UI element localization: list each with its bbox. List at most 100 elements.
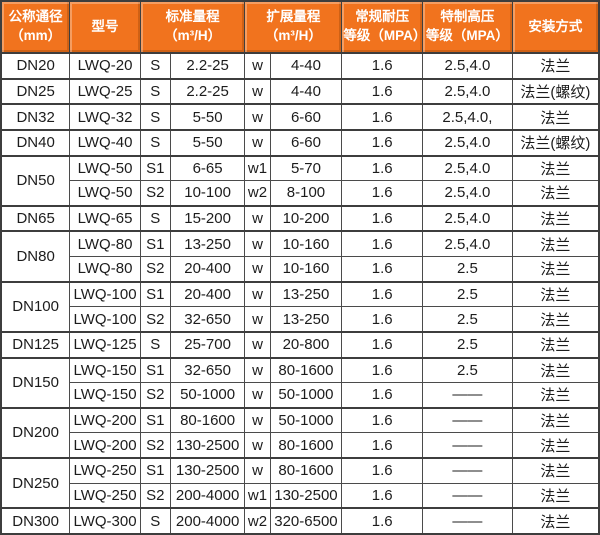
cell-model: LWQ-25 bbox=[69, 77, 141, 105]
cell-pressure-std: 1.6 bbox=[341, 280, 424, 308]
cell-model: LWQ-250 bbox=[69, 456, 141, 484]
cell-install: 法兰 bbox=[511, 154, 600, 182]
cell-model: LWQ-40 bbox=[69, 128, 141, 156]
cell-std-range: 80-1600 bbox=[169, 406, 246, 434]
cell-pressure-std: 1.6 bbox=[341, 456, 424, 484]
cell-model: LWQ-150 bbox=[69, 356, 141, 384]
cell-w-grade: w bbox=[244, 280, 271, 308]
cell-model: LWQ-250 bbox=[69, 482, 141, 509]
cell-install: 法兰 bbox=[511, 482, 600, 509]
cell-ext-range: 8-100 bbox=[269, 180, 343, 207]
cell-pressure-high: 2.5 bbox=[422, 306, 513, 333]
cell-dn: DN20 bbox=[0, 52, 71, 80]
cell-std-range: 2.2-25 bbox=[169, 52, 246, 80]
cell-ext-range: 6-60 bbox=[269, 103, 343, 131]
cell-ext-range: 4-40 bbox=[269, 77, 343, 105]
cell-pressure-std: 1.6 bbox=[341, 432, 424, 459]
cell-w-grade: w bbox=[244, 432, 271, 459]
cell-model: LWQ-125 bbox=[69, 330, 141, 358]
cell-install: 法兰 bbox=[511, 306, 600, 333]
cell-dn: DN125 bbox=[0, 330, 71, 358]
cell-w-grade: w bbox=[244, 306, 271, 333]
cell-install: 法兰 bbox=[511, 103, 600, 131]
cell-model: LWQ-50 bbox=[69, 154, 141, 182]
cell-ext-range: 320-6500 bbox=[269, 507, 343, 535]
cell-w-grade: w bbox=[244, 356, 271, 384]
table-row: LWQ-200 S2 130-2500 w 80-1600 1.6 —— 法兰 bbox=[1, 432, 600, 459]
cell-ext-range: 80-1600 bbox=[269, 456, 343, 484]
cell-std-range: 5-50 bbox=[169, 103, 246, 131]
cell-pressure-high: 2.5,4.0 bbox=[422, 230, 513, 258]
cell-model: LWQ-100 bbox=[69, 280, 141, 308]
cell-install: 法兰 bbox=[511, 255, 600, 283]
cell-pressure-high: 2.5 bbox=[422, 280, 513, 308]
cell-std-range: 25-700 bbox=[169, 330, 246, 358]
cell-model: LWQ-50 bbox=[69, 180, 141, 207]
cell-std-range: 20-400 bbox=[169, 280, 246, 308]
cell-install: 法兰 bbox=[511, 330, 600, 358]
cell-s-grade: S2 bbox=[139, 432, 171, 459]
table-row: LWQ-80 S2 20-400 w 10-160 1.6 2.5 法兰 bbox=[1, 255, 600, 283]
cell-ext-range: 80-1600 bbox=[269, 432, 343, 459]
cell-ext-range: 4-40 bbox=[269, 52, 343, 80]
cell-install: 法兰 bbox=[511, 204, 600, 232]
cell-w-grade: w bbox=[244, 52, 271, 80]
cell-std-range: 15-200 bbox=[169, 204, 246, 232]
cell-model: LWQ-80 bbox=[69, 230, 141, 258]
cell-ext-range: 13-250 bbox=[269, 280, 343, 308]
cell-pressure-std: 1.6 bbox=[341, 52, 424, 80]
cell-install: 法兰(螺纹) bbox=[511, 128, 600, 156]
cell-s-grade: S1 bbox=[139, 230, 171, 258]
table-row: DN20 LWQ-20 S 2.2-25 w 4-40 1.6 2.5,4.0 … bbox=[0, 52, 600, 80]
cell-dn: DN25 bbox=[0, 77, 71, 105]
header-row: 公称通径 （mm） 型号 标准量程 （m³/H） 扩展量程 （m³/H） 常规耐… bbox=[0, 0, 600, 54]
cell-s-grade: S1 bbox=[139, 406, 171, 434]
cell-pressure-high: 2.5 bbox=[422, 356, 513, 384]
cell-model: LWQ-32 bbox=[69, 103, 141, 131]
cell-w-grade: w2 bbox=[244, 507, 271, 535]
cell-w-grade: w1 bbox=[244, 154, 271, 182]
cell-ext-range: 6-60 bbox=[269, 128, 343, 156]
cell-pressure-high: 2.5 bbox=[422, 255, 513, 283]
table-row: DN65 LWQ-65 S 15-200 w 10-200 1.6 2.5,4.… bbox=[0, 204, 600, 232]
cell-s-grade: S1 bbox=[139, 456, 171, 484]
cell-dn: DN40 bbox=[0, 128, 71, 156]
header-nominal-diameter: 公称通径 （mm） bbox=[0, 0, 71, 54]
cell-std-range: 20-400 bbox=[169, 255, 246, 283]
cell-dn: DN32 bbox=[0, 103, 71, 131]
cell-model: LWQ-300 bbox=[69, 507, 141, 535]
cell-s-grade: S1 bbox=[139, 280, 171, 308]
cell-pressure-std: 1.6 bbox=[341, 356, 424, 384]
cell-install: 法兰 bbox=[511, 382, 600, 409]
cell-dn: DN65 bbox=[0, 204, 71, 232]
cell-dn: DN100 bbox=[0, 280, 71, 333]
cell-ext-range: 50-1000 bbox=[269, 406, 343, 434]
cell-dn: DN250 bbox=[0, 456, 71, 509]
cell-install: 法兰 bbox=[511, 180, 600, 207]
cell-install: 法兰 bbox=[511, 406, 600, 434]
cell-pressure-std: 1.6 bbox=[341, 507, 424, 535]
table-row: DN80 LWQ-80 S1 13-250 w 10-160 1.6 2.5,4… bbox=[0, 230, 600, 283]
cell-model: LWQ-200 bbox=[69, 406, 141, 434]
cell-pressure-high: 2.5,4.0, bbox=[422, 103, 513, 131]
cell-ext-range: 5-70 bbox=[269, 154, 343, 182]
table-row: DN100 LWQ-100 S1 20-400 w 13-250 1.6 2.5… bbox=[0, 280, 600, 333]
cell-install: 法兰 bbox=[511, 230, 600, 258]
table-row: LWQ-150 S2 50-1000 w 50-1000 1.6 —— 法兰 bbox=[1, 382, 600, 409]
cell-w-grade: w bbox=[244, 330, 271, 358]
cell-s-grade: S1 bbox=[139, 356, 171, 384]
header-standard-pressure: 常规耐压 等级（MPA） bbox=[341, 0, 426, 54]
cell-w-grade: w bbox=[244, 255, 271, 283]
cell-ext-range: 130-2500 bbox=[269, 482, 343, 509]
cell-dn: DN200 bbox=[0, 406, 71, 459]
cell-s-grade: S bbox=[139, 77, 171, 105]
cell-install: 法兰 bbox=[511, 280, 600, 308]
cell-pressure-high: 2.5,4.0 bbox=[422, 180, 513, 207]
cell-std-range: 5-50 bbox=[169, 128, 246, 156]
cell-pressure-std: 1.6 bbox=[341, 482, 424, 509]
cell-std-range: 130-2500 bbox=[169, 456, 246, 484]
cell-pressure-std: 1.6 bbox=[341, 180, 424, 207]
cell-s-grade: S bbox=[139, 52, 171, 80]
cell-model: LWQ-65 bbox=[69, 204, 141, 232]
cell-ext-range: 10-160 bbox=[269, 255, 343, 283]
